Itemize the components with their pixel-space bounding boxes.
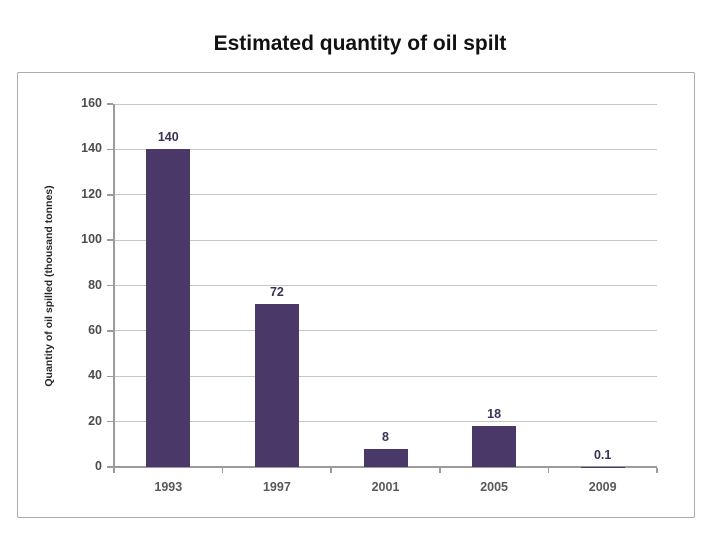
- y-axis-tick-mark: [107, 330, 113, 332]
- bar-value-label: 72: [269, 284, 284, 299]
- gridline: [114, 239, 657, 241]
- bar: [146, 149, 191, 467]
- bar: [472, 426, 517, 467]
- gridline: [114, 375, 657, 377]
- gridline: [114, 103, 657, 105]
- plot-area: 0 20 40 60 80 100 120 140 160 140 1993 72 1997 8 2001 1…: [81, 96, 658, 494]
- y-tick-label: 60: [88, 322, 102, 337]
- y-axis-tick-mark: [107, 420, 113, 423]
- chart-title: Estimated quantity of oil spilt: [213, 32, 507, 55]
- y-tick-label: 20: [88, 413, 102, 428]
- x-axis-tick-mark: [547, 468, 550, 473]
- bar-value-label: 18: [487, 407, 502, 422]
- y-axis-tick-mark: [107, 194, 113, 196]
- x-axis-tick-mark: [439, 468, 441, 473]
- y-axis-title: Quantity of oil spilled (thousand tonnes…: [43, 185, 55, 387]
- bar: [254, 303, 299, 467]
- x-axis-tick-mark: [330, 468, 332, 473]
- x-tick-label: 2005: [480, 480, 508, 494]
- x-tick-label: 1993: [154, 480, 183, 494]
- x-axis-tick-mark: [113, 468, 115, 473]
- bar: [363, 448, 408, 467]
- bar-value-label: 8: [382, 429, 389, 444]
- y-tick-label: 100: [81, 232, 102, 247]
- y-axis-tick-mark: [107, 103, 113, 105]
- gridline: [114, 421, 657, 423]
- gridline: [114, 148, 657, 150]
- y-tick-label: 80: [88, 277, 102, 292]
- y-axis-tick-mark: [107, 239, 113, 241]
- y-axis-tick-mark: [107, 148, 113, 151]
- gridline: [114, 194, 657, 196]
- y-tick-label: 140: [81, 141, 102, 156]
- x-tick-label: 2001: [371, 480, 400, 494]
- bar-value-label: 140: [157, 130, 179, 145]
- gridline: [114, 330, 657, 332]
- chart-frame: Quantity of oil spilled (thousand tonnes…: [17, 72, 695, 518]
- x-tick-label: 1997: [262, 480, 291, 494]
- y-tick-label: 160: [81, 96, 102, 110]
- y-tick-label: 0: [95, 459, 102, 473]
- y-tick-label: 120: [81, 186, 102, 201]
- x-axis-tick-mark: [656, 468, 658, 473]
- x-axis-line: [107, 466, 657, 468]
- y-axis-tick-mark: [107, 284, 113, 287]
- x-tick-label: 2009: [588, 480, 617, 494]
- y-axis-tick-mark: [107, 375, 113, 377]
- x-axis-tick-mark: [221, 468, 224, 473]
- gridline: [114, 285, 657, 286]
- y-axis-line: [113, 104, 115, 468]
- bar-value-label: 0.1: [593, 447, 612, 462]
- y-tick-label: 40: [88, 368, 102, 383]
